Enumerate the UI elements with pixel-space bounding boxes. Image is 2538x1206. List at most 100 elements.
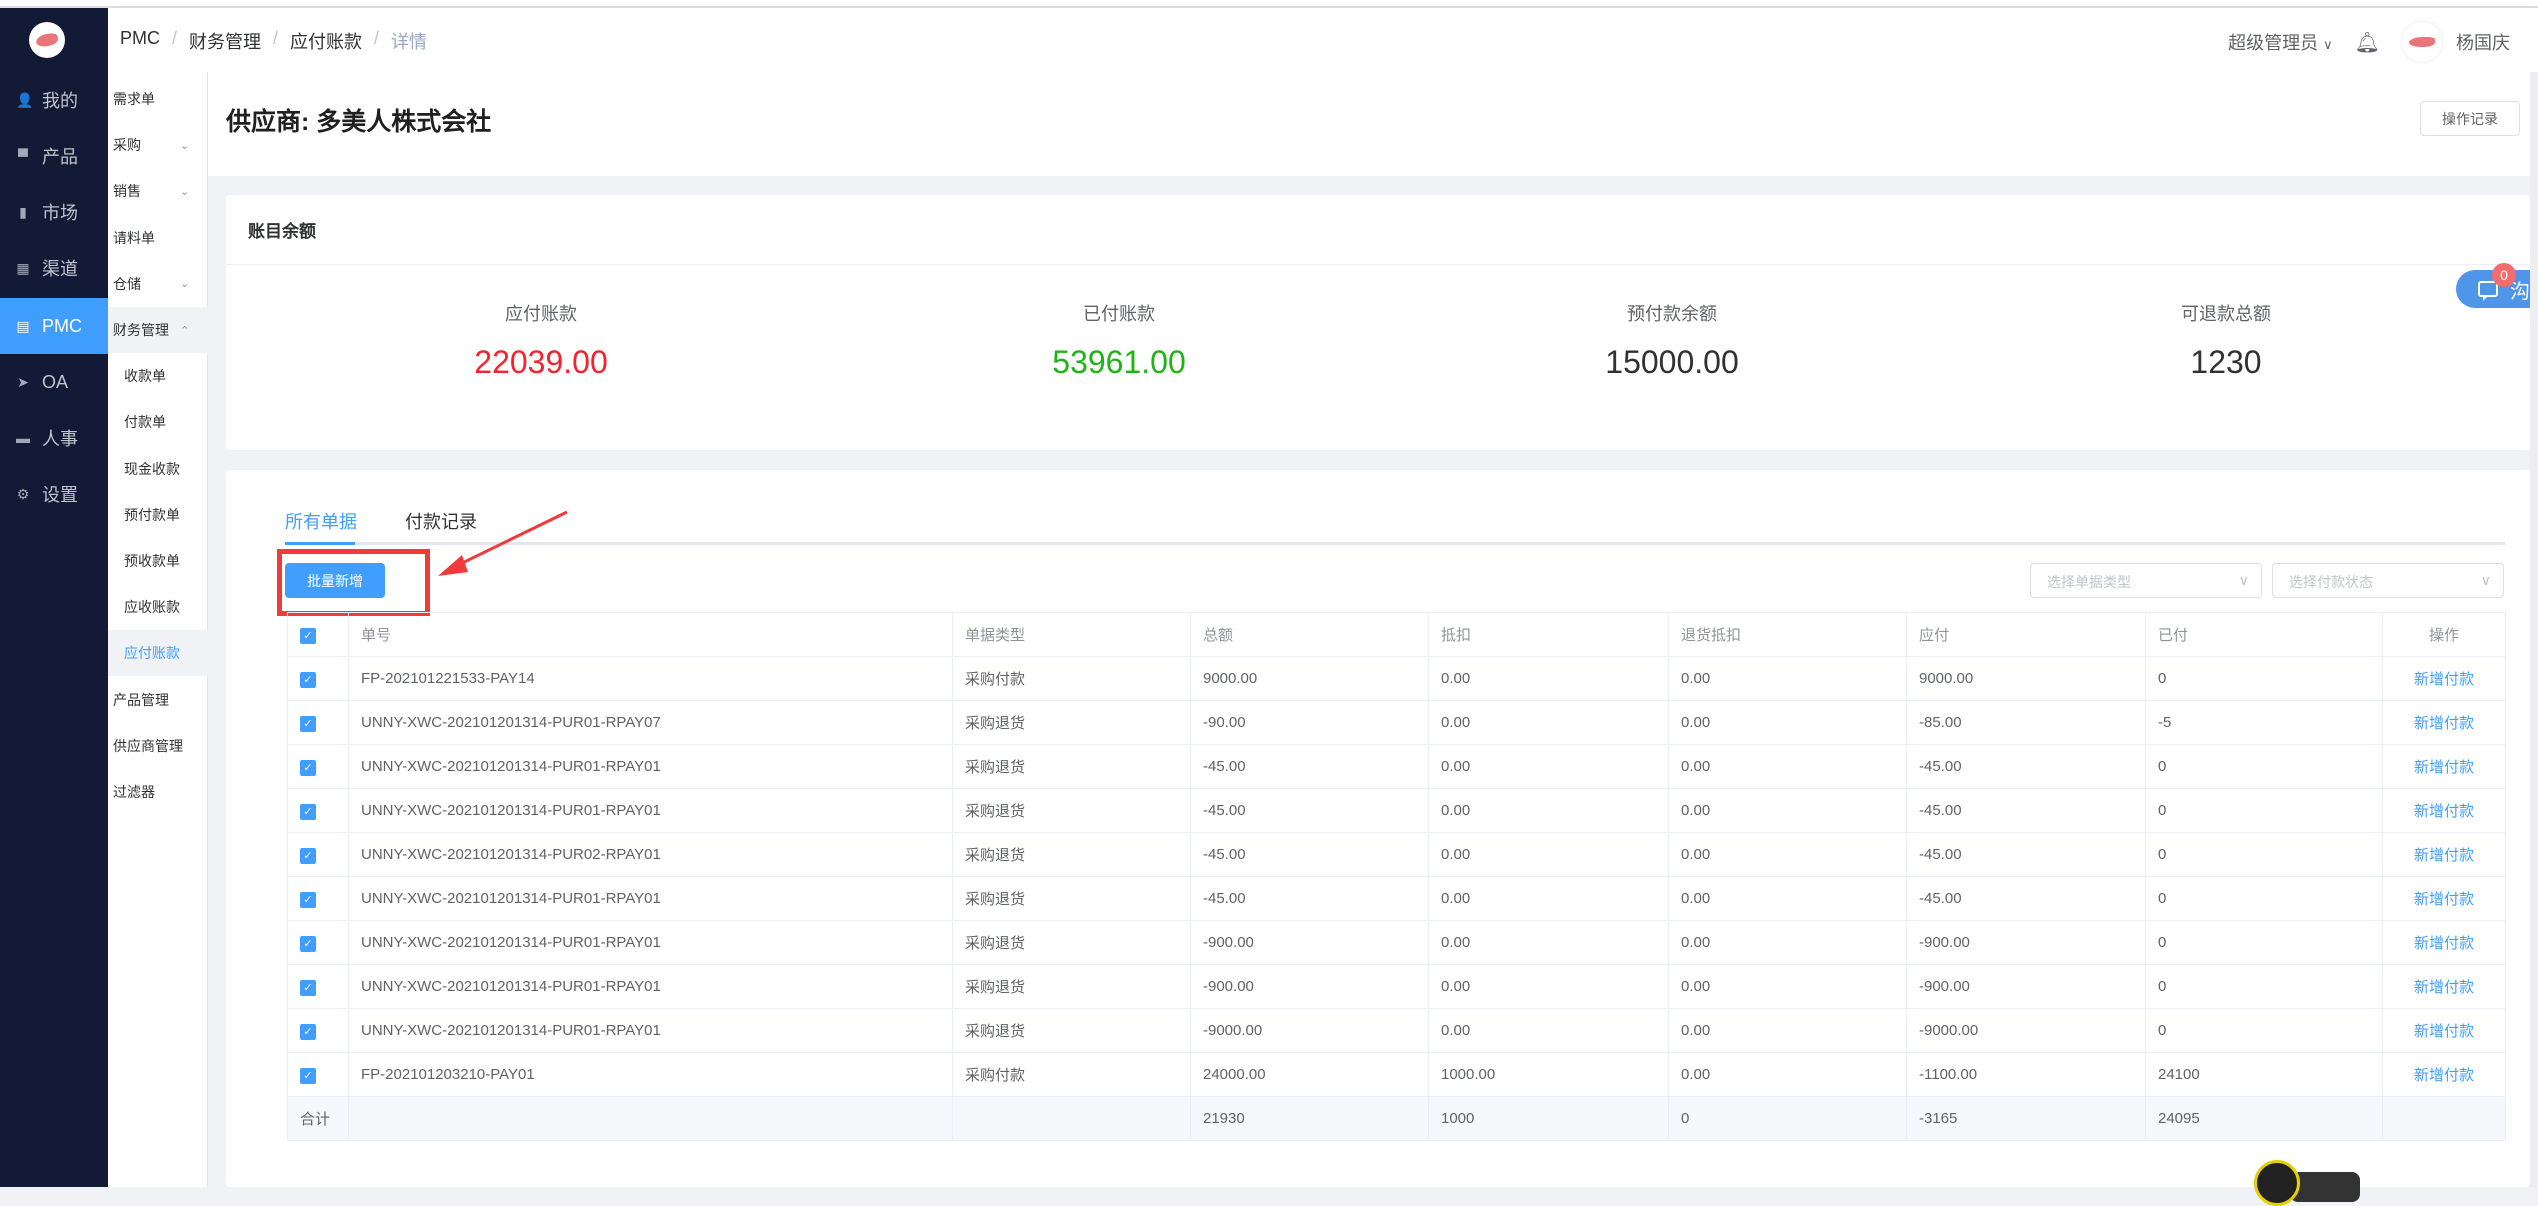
breadcrumb-finance[interactable]: 财务管理 xyxy=(189,32,262,52)
select-all-checkbox[interactable]: ✓ xyxy=(287,612,349,657)
tab-payment-records[interactable]: 付款记录 xyxy=(405,512,477,532)
summary-label: 合计 xyxy=(287,1096,349,1141)
table-cell: UNNY-XWC-202101201314-PUR01-RPAY01 xyxy=(348,920,953,965)
operation-log-button[interactable]: 操作记录 xyxy=(2420,101,2520,136)
role-dropdown[interactable]: 超级管理员 ∨ xyxy=(2228,29,2333,55)
breadcrumb-detail: 详情 xyxy=(391,32,428,52)
batch-add-button[interactable]: 批量新增 xyxy=(285,563,385,598)
avatar[interactable] xyxy=(2402,22,2442,62)
nav-item-6[interactable]: ▬ 人事 xyxy=(0,410,108,466)
subnav-item-14[interactable]: 供应商管理 xyxy=(108,723,208,769)
active-tab-indicator xyxy=(285,542,355,545)
nav-item-label: 人事 xyxy=(42,429,78,449)
nav-item-label: PMC xyxy=(42,315,82,336)
page-scrollbar[interactable] xyxy=(2530,72,2538,1187)
table-cell: 采购退货 xyxy=(952,700,1191,745)
page-title: 供应商: 多美人株式会社 xyxy=(226,108,492,136)
nav-item-label: OA xyxy=(42,371,69,392)
subnav-item-10[interactable]: 预收款单 xyxy=(108,538,208,584)
title-bar: 供应商: 多美人株式会社 操作记录 xyxy=(208,72,2538,176)
add-payment-link[interactable]: 新增付款 xyxy=(2413,671,2474,688)
row-checkbox[interactable]: ✓ xyxy=(287,964,349,1009)
payment-status-select[interactable]: 选择付款状态 ∨ xyxy=(2272,563,2504,598)
add-payment-link[interactable]: 新增付款 xyxy=(2413,1023,2474,1040)
nav-item-label: 我的 xyxy=(42,91,78,111)
document-type-select[interactable]: 选择单据类型 ∨ xyxy=(2030,563,2262,598)
row-checkbox[interactable]: ✓ xyxy=(287,788,349,833)
subnav-item-3[interactable]: 请料单 xyxy=(108,215,208,261)
table-cell: 0.00 xyxy=(1668,964,1907,1009)
table-cell: UNNY-XWC-202101201314-PUR01-RPAY01 xyxy=(348,788,953,833)
bell-icon[interactable]: 🔔︎ xyxy=(2354,31,2380,54)
tab-all-documents[interactable]: 所有单据 xyxy=(285,512,357,532)
subnav-item-7[interactable]: 付款单 xyxy=(108,399,208,445)
subnav-item-5[interactable]: 财务管理 ⌃ xyxy=(108,307,208,353)
breadcrumb-pmc[interactable]: PMC xyxy=(120,28,160,48)
subnav-label: 应收账款 xyxy=(124,599,180,616)
row-checkbox[interactable]: ✓ xyxy=(287,832,349,877)
system-monitor-gauge xyxy=(2254,1160,2300,1206)
row-checkbox[interactable]: ✓ xyxy=(287,744,349,789)
role-label: 超级管理员 xyxy=(2228,33,2319,53)
breadcrumb: PMC / 财务管理 / 应付账款 / 详情 xyxy=(120,28,428,52)
nav-item-1[interactable]: ▀ 产品 xyxy=(0,128,108,184)
add-payment-link[interactable]: 新增付款 xyxy=(2413,891,2474,908)
nav-item-3[interactable]: ▦ 渠道 xyxy=(0,240,108,296)
row-checkbox[interactable]: ✓ xyxy=(287,700,349,745)
subnav-item-15[interactable]: 过滤器 xyxy=(108,769,208,815)
table-cell: 0 xyxy=(2145,788,2383,833)
summary-return-deduct: 0 xyxy=(1668,1096,1907,1141)
chat-label: 沟 xyxy=(2510,280,2530,303)
add-payment-link[interactable]: 新增付款 xyxy=(2413,935,2474,952)
table-cell: 0.00 xyxy=(1428,744,1669,789)
add-payment-link[interactable]: 新增付款 xyxy=(2413,759,2474,776)
stat-label: 预付款余额 xyxy=(1627,304,1717,324)
add-payment-link[interactable]: 新增付款 xyxy=(2413,715,2474,732)
subnav-item-6[interactable]: 收款单 xyxy=(108,353,208,399)
subnav-label: 预收款单 xyxy=(124,553,180,569)
table-cell: -45.00 xyxy=(1906,788,2146,833)
nav-item-0[interactable]: 👤 我的 xyxy=(0,72,108,128)
nav-item-4[interactable]: ▤ PMC xyxy=(0,298,108,354)
user-name[interactable]: 杨国庆 xyxy=(2456,33,2510,53)
table-cell: 1000.00 xyxy=(1428,1052,1669,1097)
breadcrumb-payables[interactable]: 应付账款 xyxy=(290,32,363,52)
checkbox-checked-icon: ✓ xyxy=(300,671,316,688)
subnav-item-9[interactable]: 预付款单 xyxy=(108,492,208,538)
subnav-label: 预付款单 xyxy=(124,506,180,523)
subnav-item-13[interactable]: 产品管理 xyxy=(108,677,208,723)
subnav-item-8[interactable]: 现金收款 xyxy=(108,446,208,492)
select-placeholder: 选择付款状态 xyxy=(2289,574,2373,590)
add-payment-link[interactable]: 新增付款 xyxy=(2413,1067,2474,1084)
subnav-item-2[interactable]: 销售 ⌄ xyxy=(108,168,208,214)
nav-item-5[interactable]: ➤ OA xyxy=(0,354,108,410)
chevron-down-icon: ∨ xyxy=(2238,572,2249,588)
table-cell: 采购退货 xyxy=(952,788,1191,833)
chevron-down-icon: ⌄ xyxy=(180,185,190,198)
checkbox-checked-icon: ✓ xyxy=(300,1023,316,1040)
app-logo[interactable] xyxy=(29,22,65,58)
row-checkbox[interactable]: ✓ xyxy=(287,1052,349,1097)
stat-refundable: 可退款总额 1230 xyxy=(2026,300,2426,381)
chat-bubble-icon xyxy=(2478,281,2498,301)
subnav-item-0[interactable]: 需求单 xyxy=(108,76,208,122)
subnav-label: 收款单 xyxy=(124,368,166,385)
subnav-item-1[interactable]: 采购 ⌄ xyxy=(108,122,208,168)
add-payment-link[interactable]: 新增付款 xyxy=(2413,979,2474,996)
table-cell: 0.00 xyxy=(1428,876,1669,921)
table-cell: -45.00 xyxy=(1190,744,1429,789)
subnav-item-4[interactable]: 仓储 ⌄ xyxy=(108,261,208,307)
main-sidebar xyxy=(0,8,108,1187)
nav-item-2[interactable]: ▮ 市场 xyxy=(0,184,108,240)
row-checkbox[interactable]: ✓ xyxy=(287,1008,349,1053)
row-checkbox[interactable]: ✓ xyxy=(287,920,349,965)
subnav-label: 应付账款 xyxy=(124,645,180,662)
table-cell: 0 xyxy=(2145,1008,2383,1053)
add-payment-link[interactable]: 新增付款 xyxy=(2413,847,2474,864)
subnav-item-12[interactable]: 应付账款 xyxy=(108,630,208,677)
nav-item-7[interactable]: ⚙ 设置 xyxy=(0,466,108,522)
subnav-item-11[interactable]: 应收账款 xyxy=(108,584,208,630)
table-cell: UNNY-XWC-202101201314-PUR01-RPAY07 xyxy=(348,700,953,745)
add-payment-link[interactable]: 新增付款 xyxy=(2413,803,2474,820)
subnav-label: 过滤器 xyxy=(113,784,155,800)
